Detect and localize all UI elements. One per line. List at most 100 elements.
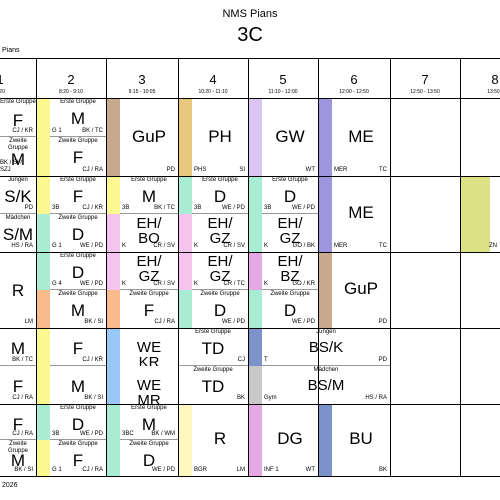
lesson-cell[interactable]: Jungen BS/K T PD [248, 328, 390, 366]
room-label: BGR [194, 467, 208, 473]
group-divider [262, 213, 318, 214]
lesson-cell[interactable]: BU BK [318, 404, 390, 476]
lesson-cell[interactable]: Zweite Gruppe TD BK [178, 366, 248, 404]
lesson-cell[interactable]: Zweite Gruppe D WE / PD [248, 290, 318, 328]
subject-code: M [141, 187, 157, 206]
subject-code: F [72, 451, 84, 470]
school-name: NMS Pians [222, 8, 278, 20]
grid-line [0, 476, 500, 477]
group-label: Zweite Gruppe [193, 367, 233, 373]
grid-line [0, 58, 500, 59]
lesson-cell[interactable]: Erste Gruppe F CJ / KR [0, 98, 36, 137]
lesson-cell[interactable]: EH/GZ K CR / SV [106, 252, 178, 290]
lesson-cell[interactable]: EH/GZ K GO / BK [248, 214, 318, 252]
lesson-cell[interactable]: DG INF 1 WT [248, 404, 318, 476]
period-number: 5 [279, 72, 287, 87]
subject-color-strip [248, 404, 262, 476]
group-label: Erste Gruppe [60, 177, 96, 183]
lesson-cell[interactable]: GuP PD [318, 252, 390, 328]
room-label: G 1 [52, 128, 62, 134]
lesson-cell[interactable]: Erste Gruppe F 3B CJ / KR [36, 176, 106, 214]
teacher-label: PD [166, 167, 175, 173]
lesson-cell[interactable]: WEMR [106, 366, 178, 404]
lesson-cell[interactable]: EH/GZ K CR / SV [178, 214, 248, 252]
group-label: Zweite Gruppe [7, 138, 28, 151]
teacher-label: CR / TC [223, 281, 245, 287]
subject-color-strip [248, 214, 262, 252]
lesson-cell[interactable]: Erste Gruppe TD CJ [178, 328, 248, 366]
teacher-label: CJ / RA [154, 319, 175, 325]
lesson-cell[interactable]: Erste Gruppe D 3B WE / PD [36, 404, 106, 440]
lesson-cell[interactable]: Erste Gruppe M 3BC BK / WM [106, 404, 178, 440]
lesson-cell[interactable]: WEKR [106, 328, 178, 366]
subject-code: WEKR [136, 339, 162, 366]
group-divider [120, 289, 178, 290]
lesson-cell[interactable]: Jungen S/K PD [0, 176, 36, 214]
subject-code: M [70, 377, 86, 396]
teacher-label: WT [305, 167, 315, 173]
subject-code: M [10, 150, 26, 169]
class-title: 3C [237, 24, 263, 46]
teacher-label: WE / PD [79, 281, 103, 287]
lesson-cell[interactable]: F CJ / KR [36, 328, 106, 366]
subject-color-strip [178, 214, 192, 252]
group-label: Jungen [316, 329, 336, 335]
subject-code: D [213, 187, 227, 206]
lesson-cell[interactable]: EH/BZ K GO / KR [248, 252, 318, 290]
lesson-cell[interactable]: F CJ / RA [0, 366, 36, 404]
lesson-cell[interactable]: Erste Gruppe D 3B WE / PD [178, 176, 248, 214]
lesson-cell[interactable]: Erste Gruppe M 3B BK / TC [106, 176, 178, 214]
lesson-cell[interactable]: Zweite Gruppe M BK / SI / SZJ [0, 137, 36, 176]
subject-code: M [70, 109, 86, 128]
lesson-cell[interactable]: F CJ / RA [0, 404, 36, 440]
lesson-cell[interactable]: ZN [460, 176, 500, 252]
lesson-cell[interactable]: Mädchen BS/M Gym HS / RA [248, 366, 390, 404]
lesson-cell[interactable]: Zweite Gruppe F CJ / RA [106, 290, 178, 328]
subject-color-strip [36, 328, 50, 366]
lesson-cell[interactable]: GuP PD [106, 98, 178, 176]
lesson-cell[interactable]: Zweite Gruppe F CJ / RA [36, 137, 106, 176]
lesson-cell[interactable]: GW WT [248, 98, 318, 176]
lesson-cell[interactable]: ME MER TC [318, 176, 390, 252]
period-time: 9:15 - 10:05 [128, 89, 156, 95]
lesson-cell[interactable]: Zweite Gruppe M BK / SI [36, 290, 106, 328]
lesson-cell[interactable]: Zweite Gruppe M BK / SI [0, 440, 36, 476]
period-time: 8:20 [0, 89, 5, 95]
period-header: 8 13:50 - [460, 60, 500, 98]
lesson-cell[interactable]: M BK / TC [0, 328, 36, 366]
subject-color-strip [460, 176, 490, 252]
grid-line [0, 328, 500, 329]
subject-code: F [72, 148, 84, 167]
subject-code: M [141, 415, 157, 434]
subject-code: DG [277, 429, 303, 448]
room-label: 3B [52, 431, 60, 437]
teacher-label: BK / TC [82, 128, 103, 134]
lesson-cell[interactable]: Erste Gruppe M G 1 BK / TC [36, 98, 106, 137]
subject-color-strip [178, 98, 192, 176]
subject-color-strip [318, 98, 332, 176]
lesson-cell[interactable]: Zweite Gruppe D WE / PD [106, 440, 178, 476]
lesson-cell[interactable]: Mädchen S/M HS / RA [0, 214, 36, 252]
group-divider [50, 439, 106, 440]
lesson-cell[interactable]: Zweite Gruppe D G 1 WE / PD [36, 214, 106, 252]
lesson-cell[interactable]: R BGR LM [178, 404, 248, 476]
lesson-cell[interactable]: ME MER TC [318, 98, 390, 176]
subject-color-strip [318, 252, 332, 328]
lesson-cell[interactable]: Erste Gruppe D 3B WE / PD [248, 176, 318, 214]
subject-code: BU [349, 429, 373, 448]
lesson-cell[interactable]: Zweite Gruppe D WE / PD [178, 290, 248, 328]
period-header: 3 9:15 - 10:05 [106, 60, 178, 98]
lesson-cell[interactable]: M BK / SI [36, 366, 106, 404]
lesson-cell[interactable]: R LM [0, 252, 36, 328]
lesson-cell[interactable]: PH PHS SI [178, 98, 248, 176]
group-label: Zweite Gruppe [58, 215, 98, 221]
subject-color-strip [106, 252, 120, 290]
subject-code: D [142, 451, 156, 470]
subject-code: EH/BO [136, 215, 162, 247]
teacher-label: BK / SI [84, 319, 103, 325]
lesson-cell[interactable]: EH/BO K CR / SV [106, 214, 178, 252]
group-label: Zweite Gruppe [58, 441, 98, 447]
lesson-cell[interactable]: Zweite Gruppe F G 1 CJ / RA [36, 440, 106, 476]
lesson-cell[interactable]: Erste Gruppe D G 4 WE / PD [36, 252, 106, 290]
lesson-cell[interactable]: EH/GZ K CR / TC [178, 252, 248, 290]
